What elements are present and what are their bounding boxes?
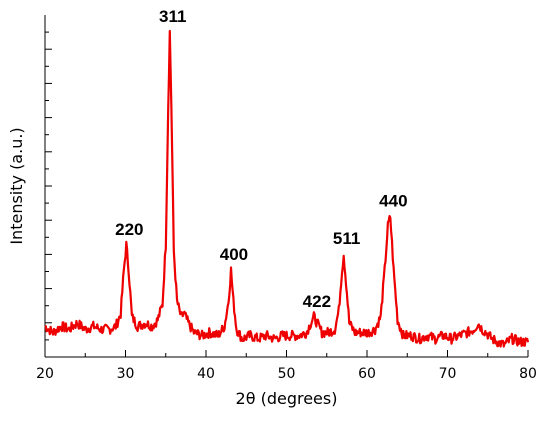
x-tick-labels: 20 30 40 50 60 70 80 [36, 366, 537, 382]
x-tick-label: 20 [36, 366, 54, 382]
series-group [44, 29, 530, 348]
peak-label-440: 440 [379, 192, 407, 211]
peak-label-400: 400 [220, 245, 248, 264]
peak-label-422: 422 [303, 292, 331, 311]
peak-labels: 220 311 400 422 511 440 [115, 7, 407, 311]
x-axis-label: 2θ (degrees) [236, 389, 338, 408]
x-tick-label: 50 [278, 366, 296, 382]
x-tick-label: 60 [358, 366, 376, 382]
y-axis-label: Intensity (a.u.) [7, 127, 26, 244]
peak-label-311: 311 [159, 7, 186, 26]
axes [44, 15, 528, 358]
diffraction-pattern-line [44, 29, 530, 348]
x-tick-label: 80 [519, 366, 537, 382]
peak-label-220: 220 [115, 220, 143, 239]
axis-ticks [44, 31, 529, 357]
x-tick-label: 30 [117, 366, 135, 382]
peak-label-511: 511 [333, 229, 360, 248]
x-tick-label: 70 [439, 366, 457, 382]
x-tick-label: 40 [197, 366, 215, 382]
